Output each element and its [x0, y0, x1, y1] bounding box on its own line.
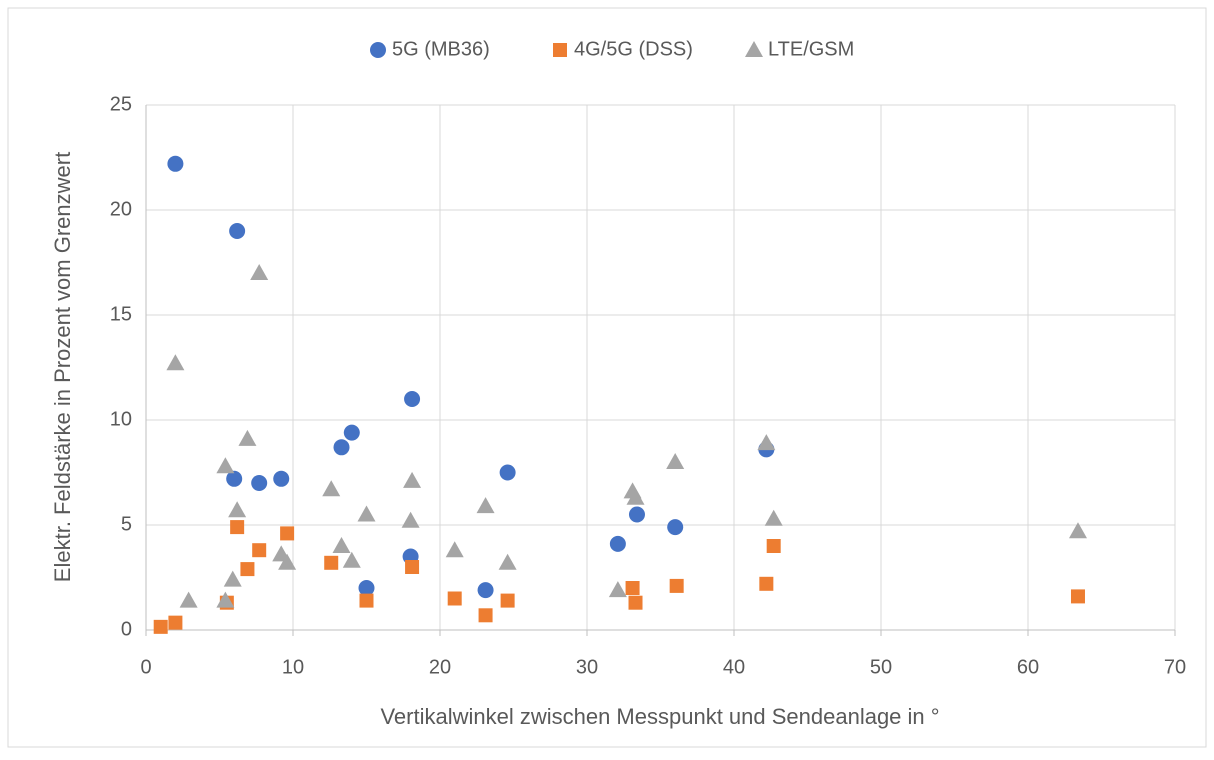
point — [153, 619, 168, 634]
point — [278, 553, 297, 570]
point — [766, 539, 781, 553]
chart-border — [7, 7, 1207, 748]
point — [250, 264, 269, 280]
legend-marker — [370, 42, 386, 58]
x-tick-label: 50 — [870, 656, 892, 678]
y-tick-label: 0 — [121, 618, 132, 640]
point — [179, 591, 198, 608]
point — [332, 537, 351, 553]
point — [405, 560, 420, 574]
point — [609, 535, 626, 552]
x-tick-label: 10 — [282, 656, 304, 678]
point — [404, 391, 421, 407]
point — [626, 488, 645, 505]
point — [223, 570, 242, 587]
x-tick-label: 20 — [429, 656, 451, 678]
x-tick-label: 0 — [140, 656, 151, 678]
point — [358, 580, 375, 596]
point — [228, 501, 247, 518]
point — [343, 424, 360, 441]
point — [499, 464, 516, 481]
point — [401, 511, 420, 528]
x-axis-title: Vertikalwinkel zwischen Messpunkt und Se… — [380, 704, 939, 729]
legend-marker — [745, 41, 763, 57]
legend-label: 4G/5G (DSS) — [574, 38, 693, 60]
point — [240, 562, 255, 577]
point — [238, 429, 257, 446]
point — [273, 470, 290, 487]
point — [280, 526, 295, 541]
point — [447, 591, 462, 606]
point — [628, 595, 643, 610]
point — [498, 553, 517, 570]
point — [445, 541, 464, 558]
point — [757, 434, 776, 451]
y-tick-label: 15 — [110, 303, 132, 325]
point — [478, 608, 493, 623]
point — [324, 555, 339, 570]
y-tick-label: 20 — [110, 198, 132, 220]
legend-label: 5G (MB36) — [392, 38, 490, 60]
point — [667, 519, 684, 536]
point — [359, 593, 374, 608]
point — [669, 578, 684, 593]
point — [167, 155, 184, 172]
legend-marker — [553, 43, 567, 57]
point — [216, 591, 235, 608]
point — [500, 593, 515, 608]
y-tick-label: 5 — [121, 513, 132, 535]
point — [230, 520, 245, 535]
point — [666, 453, 685, 469]
point — [216, 457, 235, 474]
point — [226, 470, 243, 487]
point — [403, 471, 422, 488]
point — [759, 576, 774, 591]
x-tick-label: 30 — [576, 656, 598, 678]
point — [477, 582, 494, 599]
x-tick-label: 70 — [1164, 656, 1186, 678]
point — [357, 505, 376, 522]
point — [628, 506, 645, 523]
point — [333, 439, 350, 456]
y-tick-label: 10 — [110, 408, 132, 430]
point — [342, 551, 361, 568]
point — [168, 615, 183, 630]
point — [1070, 589, 1085, 604]
point — [251, 475, 268, 491]
point — [764, 509, 783, 526]
y-tick-label: 25 — [110, 93, 132, 115]
legend-label: LTE/GSM — [768, 38, 854, 60]
point — [625, 581, 640, 595]
point — [476, 497, 495, 514]
point — [166, 354, 185, 371]
point — [252, 543, 267, 558]
point — [229, 223, 246, 239]
x-tick-label: 40 — [723, 656, 745, 678]
point — [322, 480, 341, 497]
point — [608, 581, 627, 598]
point — [1068, 522, 1087, 539]
x-tick-label: 60 — [1017, 656, 1039, 678]
y-axis-title: Elektr. Feldstärke in Prozent vom Grenzw… — [50, 152, 75, 582]
